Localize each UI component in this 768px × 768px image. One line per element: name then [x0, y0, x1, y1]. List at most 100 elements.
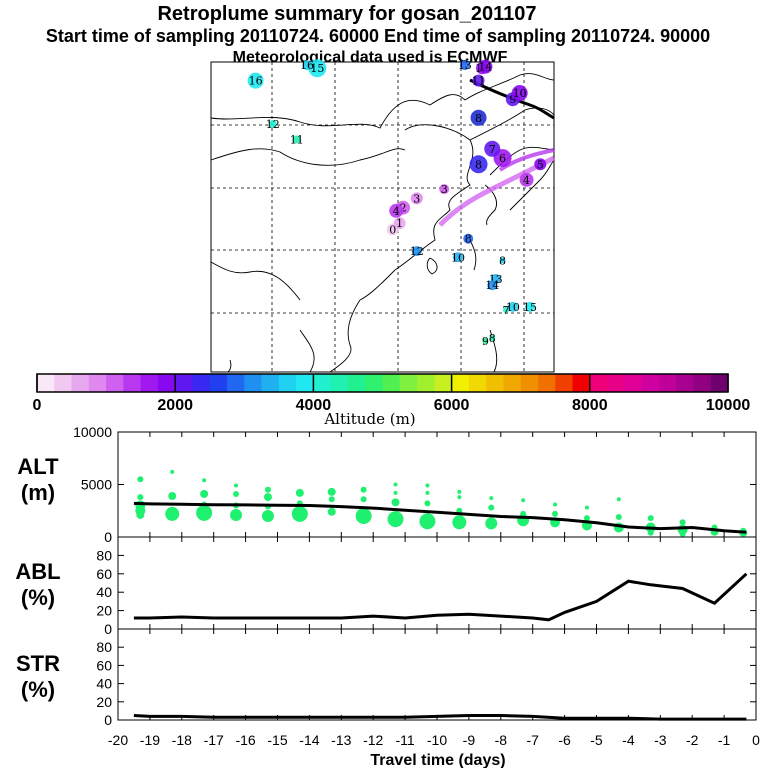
map-point-33 [482, 338, 489, 344]
plume-path-low [438, 155, 556, 227]
alt-point-5 [170, 469, 175, 474]
colorbar-swatch-0 [37, 374, 55, 392]
colorbar-swatch-2 [71, 374, 90, 392]
map-point-label-26: 8 [499, 254, 506, 267]
alt-point-56 [647, 515, 654, 522]
map-point-4 [389, 203, 404, 218]
colorbar-swatch-36 [658, 374, 677, 392]
colorbar-swatch-27 [503, 374, 522, 392]
map-point-10 [469, 155, 488, 174]
map-point-label-20: 16 [300, 59, 314, 72]
alt-point-48 [552, 510, 559, 517]
map-point-13 [472, 74, 485, 87]
map-point-label-28: 14 [485, 279, 499, 292]
str-line [133, 714, 747, 721]
x-axis-label: Travel time (days) [370, 752, 505, 768]
colorbar-swatch-29 [537, 374, 556, 392]
panel-label-abl: ABL [15, 559, 60, 584]
colorbar-swatch-32 [589, 374, 608, 392]
colorbar-swatch-11 [227, 374, 245, 392]
alt-point-22 [291, 505, 308, 522]
alt-point-4 [136, 510, 145, 519]
alt-point-16 [264, 486, 271, 493]
map-point-label-22: 11 [290, 134, 304, 147]
xtick-label-14: -6 [558, 732, 571, 748]
plume-path-mid [498, 148, 555, 172]
xtick-label-11: -9 [463, 732, 476, 748]
map-point-label-15: 13 [458, 59, 472, 72]
xtick-label-15: -5 [590, 732, 603, 748]
colorbar-swatch-3 [88, 374, 107, 392]
map-point-label-24: 12 [410, 245, 424, 258]
map-point-18 [308, 59, 327, 78]
alt-point-51 [583, 515, 590, 522]
alt-point-15 [230, 508, 243, 521]
xtick-label-9: -11 [395, 732, 414, 748]
alt-point-31 [391, 498, 400, 507]
map-point-17 [470, 109, 487, 126]
colorbar-swatch-39 [710, 374, 729, 392]
map-point-label-11: 9 [509, 93, 516, 106]
ytick-label-abl-1: 20 [96, 603, 112, 619]
panel-frame-alt [117, 431, 757, 538]
colorbar-swatch-19 [365, 374, 383, 392]
map-point-7 [534, 158, 547, 171]
colorbar-swatch-9 [192, 374, 211, 392]
alt-point-43 [485, 517, 498, 530]
alt-point-38 [457, 495, 462, 500]
plume-mean-track [469, 78, 555, 120]
alt-point-36 [419, 513, 436, 530]
xtick-label-4: -16 [235, 732, 255, 748]
altitude-colorbar [36, 373, 729, 393]
colorbar-tick-2: 4000 [296, 397, 332, 414]
colorbar-tick-3: 6000 [434, 397, 470, 414]
map-point-label-5: 3 [441, 183, 448, 196]
panel-label-alt: ALT [17, 454, 59, 479]
alt-point-33 [425, 483, 430, 488]
xtick-label-0: -20 [108, 732, 128, 748]
colorbar-swatch-33 [607, 374, 625, 392]
alt-point-6 [168, 492, 177, 501]
map-point-label-31: 7 [502, 304, 509, 317]
alt-point-44 [521, 498, 526, 503]
xtick-label-8: -12 [363, 732, 383, 748]
colorbar-swatch-4 [106, 374, 124, 392]
alt-point-29 [393, 482, 398, 487]
map-point-28 [487, 280, 498, 291]
colorbar-swatch-14 [278, 374, 297, 392]
map-point-9 [484, 140, 501, 157]
map-point-label-9: 7 [489, 143, 496, 156]
x-axis: -20 -19 -18 -17 -16 -15 -14 -13 -12 -11 -10 -9 -8 -7-… [108, 732, 760, 748]
colorbar-label: Altitude (m) [323, 410, 415, 428]
xtick-label-5: -15 [267, 732, 287, 748]
map-point-1 [393, 217, 406, 230]
alt-point-7 [165, 506, 180, 521]
colorbar-swatch-24 [451, 374, 470, 392]
map-frame [210, 61, 555, 373]
alt-point-41 [489, 496, 494, 501]
alt-point-0 [137, 476, 144, 483]
panel-alt: 0 5000 10000 ALT(m) [17, 424, 757, 545]
map-point-22 [292, 135, 301, 144]
map-point-label-18: 15 [310, 62, 324, 75]
map-point-label-2: 2 [400, 202, 407, 215]
ytick-label-alt-2: 10000 [73, 424, 112, 440]
map-point-label-8: 6 [499, 152, 506, 165]
title-line-1: Retroplume summary for gosan_201107 [157, 3, 536, 25]
colorbar-swatch-15 [296, 374, 314, 392]
abl-line [133, 572, 748, 622]
panel-str: 0 20 40 60 80 STR(%) [16, 628, 757, 728]
time-series-panels: 0500010000ALT(m)020406080ABL(%)020406080… [15, 424, 757, 728]
map-point-label-13: 11 [472, 75, 486, 88]
alt-point-1 [137, 494, 144, 501]
map-point-label-17: 8 [475, 112, 482, 125]
map-point-5 [439, 184, 450, 195]
map-point-label-10: 8 [475, 158, 482, 171]
alt-point-42 [488, 504, 495, 511]
map-point-label-32: 8 [489, 332, 496, 345]
map-point-29 [507, 301, 518, 312]
retroplume-map: 0123434567891011121314815161612118121081… [210, 59, 556, 373]
alt-point-54 [615, 514, 622, 521]
